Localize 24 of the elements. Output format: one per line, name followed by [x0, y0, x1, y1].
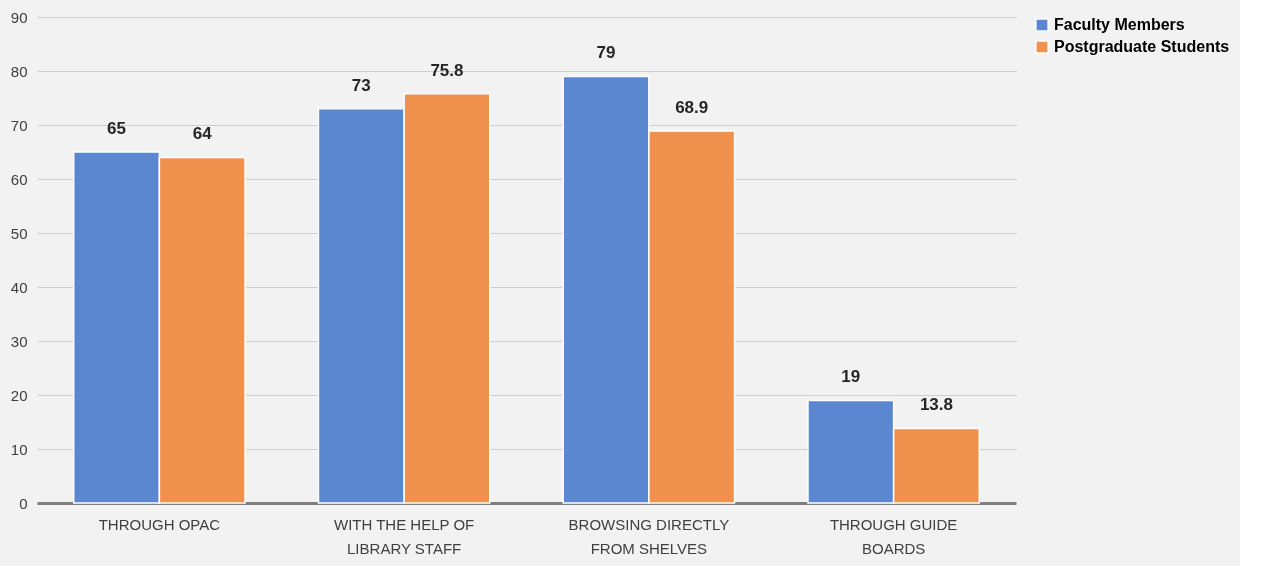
y-tick-label: 0	[19, 494, 28, 512]
x-tick-label: THROUGH GUIDE BOARDS	[829, 515, 958, 557]
y-tick-label: 10	[10, 440, 28, 458]
x-tick-label: BROWSING DIRECTLY FROM SHELVES	[568, 515, 730, 557]
y-tick-label: 70	[10, 116, 28, 134]
y-tick-label: 20	[10, 386, 28, 404]
data-label: 79	[596, 43, 616, 63]
y-tick-label: 90	[10, 8, 28, 26]
y-tick-label: 60	[10, 170, 28, 188]
data-label: 64	[192, 124, 213, 144]
y-tick-label: 50	[10, 224, 28, 242]
y-tick-label: 30	[10, 332, 28, 350]
y-tick-label: 80	[10, 62, 28, 80]
legend-label: Faculty Members	[1054, 16, 1185, 33]
data-label: 75.8	[430, 60, 464, 80]
x-tick-label: WITH THE HELP OF LIBRARY STAFF	[333, 515, 475, 557]
y-tick-label: 40	[10, 278, 28, 296]
data-label: 19	[841, 367, 861, 387]
data-label: 68.9	[675, 97, 709, 117]
data-label: 65	[107, 119, 126, 138]
x-tick-label: THROUGH OPAC	[98, 515, 221, 533]
data-label: 73	[351, 75, 371, 95]
legend-label: Postgraduate Students	[1054, 38, 1230, 55]
data-label: 13.8	[919, 395, 953, 415]
